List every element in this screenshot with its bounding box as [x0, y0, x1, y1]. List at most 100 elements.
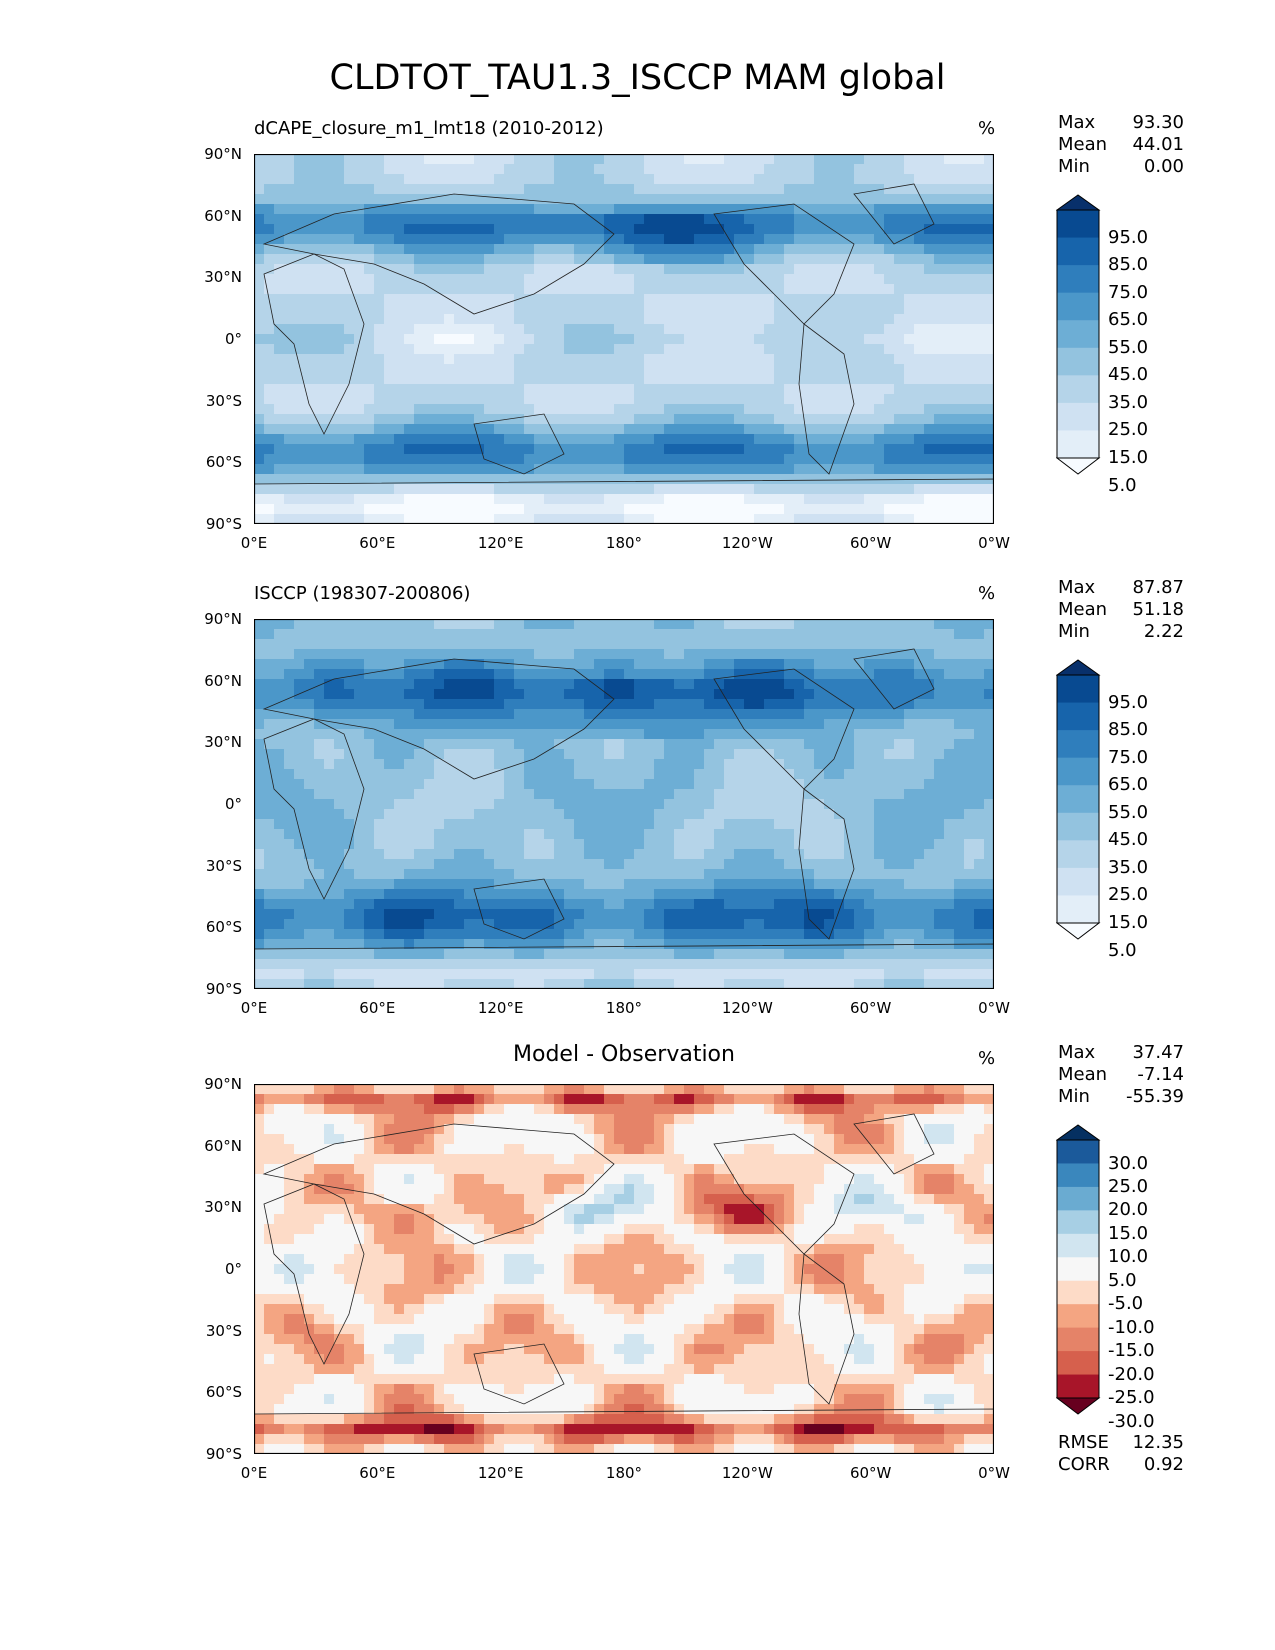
field-cell	[644, 799, 655, 810]
field-cell	[904, 194, 915, 205]
field-cell	[644, 869, 655, 880]
field-cell	[954, 839, 965, 850]
field-cell	[774, 324, 785, 335]
field-cell	[434, 709, 445, 720]
field-cell	[414, 739, 425, 750]
field-cell	[714, 799, 725, 810]
field-cell	[264, 709, 275, 720]
field-cell	[424, 899, 435, 910]
field-cell	[774, 174, 785, 185]
field-cell	[344, 809, 355, 820]
field-cell	[494, 324, 505, 335]
field-cell	[584, 514, 595, 525]
field-cell	[354, 184, 365, 195]
field-cell	[764, 659, 775, 670]
field-cell	[894, 174, 905, 185]
field-cell	[664, 619, 675, 630]
field-cell	[954, 819, 965, 830]
field-cell	[354, 699, 365, 710]
field-cell	[394, 364, 405, 375]
field-cell	[424, 709, 435, 720]
field-cell	[524, 224, 535, 235]
field-cell	[774, 829, 785, 840]
field-cell	[444, 779, 455, 790]
field-cell	[644, 889, 655, 900]
field-cell	[744, 314, 755, 325]
field-cell	[454, 719, 465, 730]
field-cell	[404, 394, 415, 405]
field-cell	[294, 334, 305, 345]
field-cell	[894, 504, 905, 515]
field-cell	[874, 639, 885, 650]
field-cell	[614, 669, 625, 680]
field-cell	[474, 394, 485, 405]
field-cell	[644, 314, 655, 325]
field-cell	[284, 699, 295, 710]
field-cell	[704, 274, 715, 285]
field-cell	[724, 444, 735, 455]
field-cell	[514, 234, 525, 245]
field-cell	[724, 859, 735, 870]
field-cell	[594, 234, 605, 245]
field-cell	[254, 739, 265, 750]
field-cell	[364, 434, 375, 445]
field-cell	[914, 194, 925, 205]
field-cell	[744, 234, 755, 245]
field-cell	[534, 404, 545, 415]
field-cell	[554, 719, 565, 730]
field-cell	[314, 304, 325, 315]
field-cell	[284, 649, 295, 660]
field-cell	[564, 619, 575, 630]
field-cell	[424, 839, 435, 850]
field-cell	[384, 244, 395, 255]
field-cell	[604, 204, 615, 215]
field-cell	[384, 384, 395, 395]
field-cell	[844, 689, 855, 700]
field-cell	[694, 204, 705, 215]
field-cell	[674, 639, 685, 650]
field-cell	[264, 304, 275, 315]
field-cell	[974, 414, 985, 425]
field-cell	[934, 274, 945, 285]
field-cell	[644, 164, 655, 175]
field-cell	[504, 769, 515, 780]
field-cell	[324, 264, 335, 275]
field-cell	[474, 154, 485, 165]
field-cell	[404, 739, 415, 750]
field-cell	[814, 829, 825, 840]
field-cell	[494, 284, 505, 295]
field-cell	[884, 659, 895, 670]
field-cell	[894, 619, 905, 630]
field-cell	[734, 224, 745, 235]
field-cell	[694, 424, 705, 435]
field-cell	[964, 324, 975, 335]
field-cell	[924, 464, 935, 475]
field-cell	[694, 454, 705, 465]
field-cell	[374, 659, 385, 670]
field-cell	[314, 484, 325, 495]
field-cell	[514, 414, 525, 425]
field-cell	[614, 444, 625, 455]
field-cell	[924, 769, 935, 780]
field-cell	[724, 879, 735, 890]
map-model	[253, 153, 995, 525]
field-cell	[764, 384, 775, 395]
field-cell	[514, 464, 525, 475]
field-cell	[724, 154, 735, 165]
field-cell	[724, 504, 735, 515]
field-cell	[704, 809, 715, 820]
field-cell	[344, 869, 355, 880]
field-cell	[854, 424, 865, 435]
field-cell	[584, 889, 595, 900]
field-cell	[664, 204, 675, 215]
field-cell	[484, 484, 495, 495]
field-cell	[974, 274, 985, 285]
field-cell	[574, 514, 585, 525]
field-cell	[884, 204, 895, 215]
field-cell	[444, 344, 455, 355]
field-cell	[924, 639, 935, 650]
field-cell	[314, 334, 325, 345]
field-cell	[464, 819, 475, 830]
field-cell	[784, 484, 795, 495]
field-cell	[774, 639, 785, 650]
